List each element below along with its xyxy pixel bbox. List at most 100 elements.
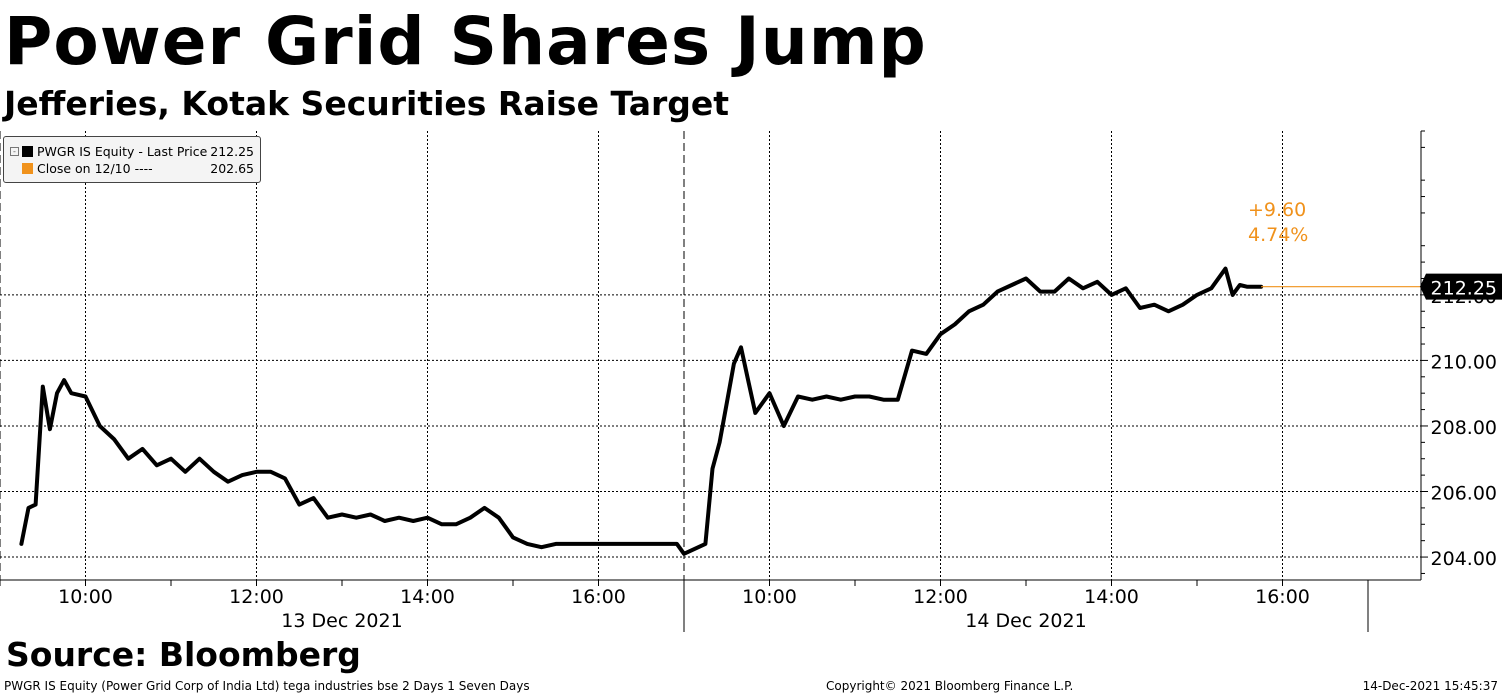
- price-point: [711, 467, 714, 471]
- price-point: [1209, 286, 1213, 290]
- price-point: [867, 394, 871, 398]
- price-point: [967, 309, 971, 313]
- price-point: [255, 470, 258, 474]
- price-point: [540, 545, 543, 549]
- price-point: [1245, 285, 1249, 289]
- price-point: [1067, 276, 1071, 280]
- price-point: [55, 391, 59, 395]
- price-point: [326, 516, 330, 520]
- price-point: [19, 542, 23, 546]
- price-point: [48, 427, 52, 431]
- price-point: [1053, 290, 1056, 294]
- price-point: [675, 542, 679, 546]
- price-point: [1167, 309, 1170, 313]
- price-point: [1231, 293, 1235, 297]
- price-point: [312, 496, 315, 500]
- x-tick-label: 10:00: [58, 586, 113, 608]
- footer-timestamp: 14-Dec-2021 15:45:37: [1362, 679, 1498, 693]
- legend-value: 212.25: [210, 144, 254, 159]
- price-point: [796, 394, 800, 398]
- legend-value: 202.65: [210, 161, 254, 176]
- price-point: [354, 516, 358, 520]
- price-point: [483, 506, 486, 510]
- x-tick-label: 12:00: [913, 586, 968, 608]
- x-tick-label: 14:00: [1084, 586, 1139, 608]
- price-point: [497, 516, 501, 520]
- price-point: [718, 440, 722, 444]
- price-point: [768, 391, 771, 395]
- price-point: [739, 345, 743, 349]
- legend-label: PWGR IS Equity - Last Price: [37, 144, 208, 159]
- source-label: Source: Bloomberg: [6, 635, 361, 674]
- price-point: [426, 516, 429, 520]
- price-point: [1152, 303, 1156, 307]
- price-point: [212, 470, 216, 474]
- change-absolute: +9.60: [1248, 199, 1306, 221]
- price-point: [511, 535, 515, 539]
- price-point: [411, 519, 415, 523]
- price-point: [62, 378, 66, 382]
- price-point: [1124, 286, 1128, 290]
- price-point: [397, 516, 401, 520]
- y-tick-label: 204.00: [1431, 548, 1497, 570]
- x-tick-label: 12:00: [229, 586, 284, 608]
- legend-toggle-icon[interactable]: -: [10, 147, 19, 156]
- price-point: [825, 394, 828, 398]
- price-line: [19, 266, 1264, 556]
- price-point: [839, 398, 843, 402]
- footer-ticker-description: PWGR IS Equity (Power Grid Corp of India…: [4, 679, 530, 693]
- price-point: [198, 457, 201, 461]
- price-point: [226, 480, 230, 484]
- legend-swatch-prev-close: [22, 163, 33, 174]
- price-point: [853, 394, 857, 398]
- chart-subtitle: Jefferies, Kotak Securities Raise Target: [4, 84, 730, 123]
- price-point: [725, 401, 729, 405]
- price-point: [98, 424, 102, 428]
- day-label: 14 Dec 2021: [965, 610, 1086, 632]
- price-point: [1024, 276, 1028, 280]
- last-value-label: 212.25: [1431, 278, 1497, 300]
- price-point: [454, 522, 458, 526]
- legend-item-prev-close: Close on 12/10 ---- 202.65: [10, 161, 254, 177]
- price-point: [525, 542, 529, 546]
- price-point: [340, 512, 344, 516]
- change-percent: 4.74%: [1248, 224, 1308, 246]
- price-point: [996, 290, 999, 294]
- price-point: [440, 522, 444, 526]
- grid-lines: [0, 131, 1421, 580]
- price-point: [69, 391, 73, 395]
- price-point: [468, 516, 472, 520]
- price-point: [1138, 306, 1142, 310]
- price-point: [910, 349, 914, 353]
- price-point: [126, 457, 130, 461]
- price-point: [1181, 303, 1185, 307]
- price-point: [269, 470, 273, 474]
- y-tick-label: 206.00: [1431, 483, 1497, 505]
- legend-label: Close on 12/10 ----: [37, 161, 153, 176]
- x-tick-label: 16:00: [1255, 586, 1310, 608]
- price-point: [953, 322, 957, 326]
- price-point: [981, 303, 985, 307]
- price-point: [554, 542, 558, 546]
- price-point: [746, 378, 750, 382]
- price-point: [183, 470, 187, 474]
- price-point: [1010, 283, 1014, 287]
- y-tick-label: 210.00: [1431, 351, 1497, 373]
- last-value-badge: [1420, 273, 1502, 300]
- price-point: [1038, 290, 1042, 294]
- axes: [0, 130, 1428, 632]
- price-point: [84, 394, 87, 398]
- chart-title: Power Grid Shares Jump: [4, 3, 927, 80]
- chart-legend: - PWGR IS Equity - Last Price 212.25 Clo…: [3, 136, 261, 183]
- price-point: [1195, 293, 1199, 297]
- price-point: [112, 437, 116, 441]
- price-point: [155, 463, 159, 467]
- price-point: [169, 457, 173, 461]
- price-point: [283, 476, 287, 480]
- price-point: [141, 447, 144, 451]
- price-point: [939, 332, 942, 336]
- x-tick-label: 10:00: [742, 586, 797, 608]
- price-point: [34, 503, 38, 507]
- price-point: [297, 503, 301, 507]
- price-point: [1238, 283, 1242, 287]
